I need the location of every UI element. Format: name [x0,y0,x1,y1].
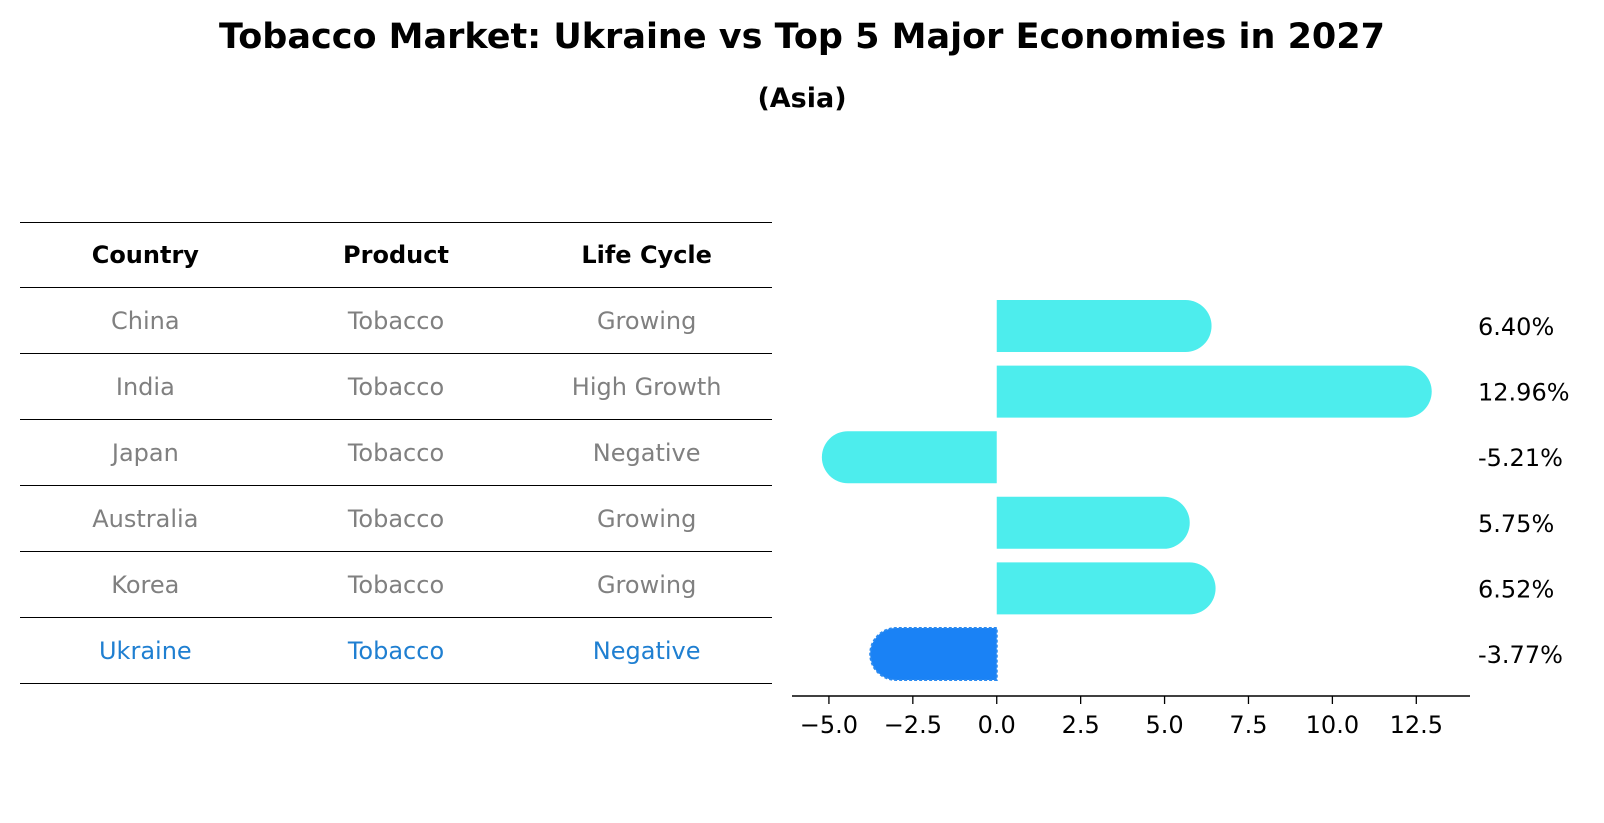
cell-country: China [111,306,180,335]
cell-life-cycle: Growing [596,504,697,533]
cell-country: Korea [111,570,180,599]
cell-life-cycle: Growing [596,570,697,599]
cell-country: Australia [92,504,199,533]
header-product: Product [343,241,449,269]
bar-japan [821,431,997,484]
cell-product: Tobacco [347,504,445,533]
value-label-india: 12.96% [1478,379,1570,407]
cell-country: Japan [111,438,179,467]
chart-subtitle: (Asia) [757,83,847,114]
table-header-row: Country Product Life Cycle [20,222,772,288]
header-country: Country [91,241,199,269]
x-tick-label: 7.5 [1229,711,1267,739]
cell-product: Tobacco [347,636,445,665]
table-row: Japan Tobacco Negative [20,420,772,486]
bar-china [996,300,1212,352]
cell-product: Tobacco [347,438,445,467]
cell-life-cycle: Negative [592,438,701,467]
x-tick-label: 12.5 [1390,711,1443,739]
bar-india [996,365,1432,418]
table-row: Australia Tobacco Growing [20,486,772,552]
bar-ukraine [869,627,998,681]
table-row: China Tobacco Growing [20,288,772,354]
x-tick-label: −2.5 [884,711,942,739]
cell-country: Ukraine [98,636,192,665]
header-life-cycle: Life Cycle [581,241,712,269]
bar-korea [996,562,1216,615]
value-label-korea: 6.52% [1478,575,1554,603]
cell-life-cycle: High Growth [571,372,722,401]
cell-country: India [115,372,175,401]
x-tick-label: 5.0 [1145,711,1183,739]
x-tick-label: 0.0 [978,711,1016,739]
x-tick-label: 10.0 [1306,711,1359,739]
value-label-china: 6.40% [1478,313,1554,341]
cell-product: Tobacco [347,570,445,599]
cell-product: Tobacco [347,372,445,401]
cell-product: Tobacco [347,306,445,335]
table-row: Korea Tobacco Growing [20,552,772,618]
chart-title: Tobacco Market: Ukraine vs Top 5 Major E… [219,17,1385,57]
value-label-japan: -5.21% [1478,444,1563,472]
value-label-australia: 5.75% [1478,510,1554,538]
value-label-ukraine: -3.77% [1478,641,1563,669]
cell-life-cycle: Growing [596,306,697,335]
comparison-table: Country Product Life Cycle China Tobacco… [20,222,772,684]
table-row: India Tobacco High Growth [20,354,772,420]
bar-australia [996,496,1190,549]
table-row-highlighted: Ukraine Tobacco Negative [20,618,772,684]
x-tick-label: −5.0 [800,711,858,739]
cell-life-cycle: Negative [592,636,701,665]
x-tick-label: 2.5 [1062,711,1100,739]
